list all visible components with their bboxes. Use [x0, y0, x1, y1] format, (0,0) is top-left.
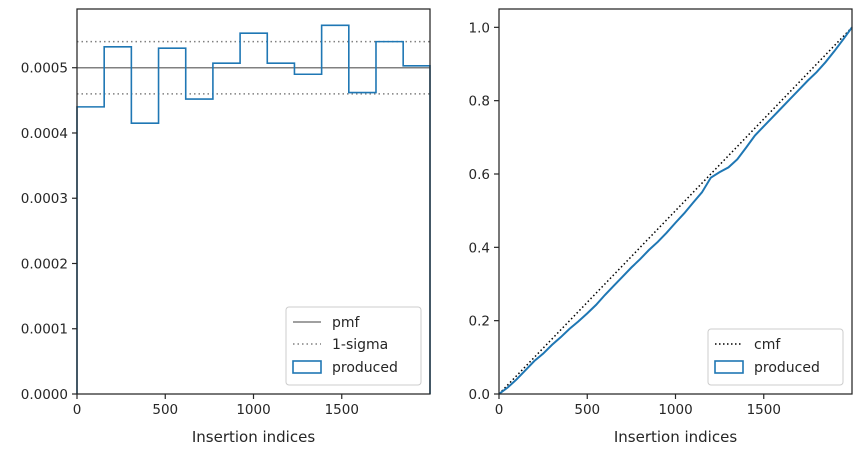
right-x-ticks: 0 500 1000 1500: [495, 394, 781, 418]
y-tick-label: 0.0005: [21, 61, 68, 77]
y-tick-label: 0.4: [469, 240, 490, 256]
cmf-panel: 0 500 1000 1500 0.0 0.2 0.4 0.6 0.8 1.0 Insertio…: [469, 8, 853, 446]
cmf-line: [498, 26, 853, 395]
right-x-axis-label: Insertion indices: [614, 428, 737, 446]
x-tick-label: 1500: [747, 402, 781, 418]
x-tick-label: 1000: [658, 402, 692, 418]
legend-produced-swatch: [292, 360, 322, 374]
left-legend-box: [285, 306, 422, 386]
legend-1-sigma-label: 1-sigma: [332, 337, 388, 353]
y-tick-label: 0.0001: [21, 322, 68, 338]
pmf-histogram-panel: 0 500 1000 1500 0.00000.00010.00020.00030.0…: [21, 8, 431, 446]
x-tick-label: 1500: [325, 402, 359, 418]
left-x-ticks: 0 500 1000 1500: [73, 394, 359, 418]
left-y-ticks: 0.0000 0.0001 0.0002 0.0003 0.0004 0.0005: [21, 61, 77, 403]
y-tick-label: 0.0002: [21, 256, 68, 272]
y-tick-label: 0.8: [469, 94, 490, 110]
right-legend: cmf produced: [707, 328, 844, 386]
left-legend: pmf 1-sigma produced: [285, 306, 422, 386]
x-tick-label: 0: [73, 402, 82, 418]
x-tick-label: 1000: [236, 402, 270, 418]
legend-produced-swatch-right: [714, 360, 744, 374]
y-tick-label: 0.0004: [21, 126, 68, 142]
x-tick-label: 0: [495, 402, 504, 418]
legend-produced-label-right: produced: [754, 360, 820, 376]
produced-histogram-step: [76, 24, 431, 394]
legend-pmf-label: pmf: [332, 315, 361, 331]
legend-cmf-label: cmf: [754, 337, 781, 353]
right-y-ticks: 0.0 0.2 0.4 0.6 0.8 1.0: [469, 20, 499, 403]
y-tick-label: 0.0003: [21, 191, 68, 207]
produced-cumulative-line: [498, 26, 853, 395]
right-legend-box: [707, 328, 844, 386]
y-tick-label: 0.2: [469, 314, 490, 330]
y-tick-label: 0.6: [469, 167, 490, 183]
sigma-lines: [77, 40, 430, 95]
x-tick-label: 500: [574, 402, 600, 418]
y-tick-label: 0.0: [469, 387, 490, 403]
legend-produced-label: produced: [332, 360, 398, 376]
x-tick-label: 500: [152, 402, 178, 418]
y-tick-label: 1.0: [469, 20, 490, 36]
y-tick-label: 0.0000: [21, 387, 68, 403]
left-x-axis-label: Insertion indices: [192, 428, 315, 446]
